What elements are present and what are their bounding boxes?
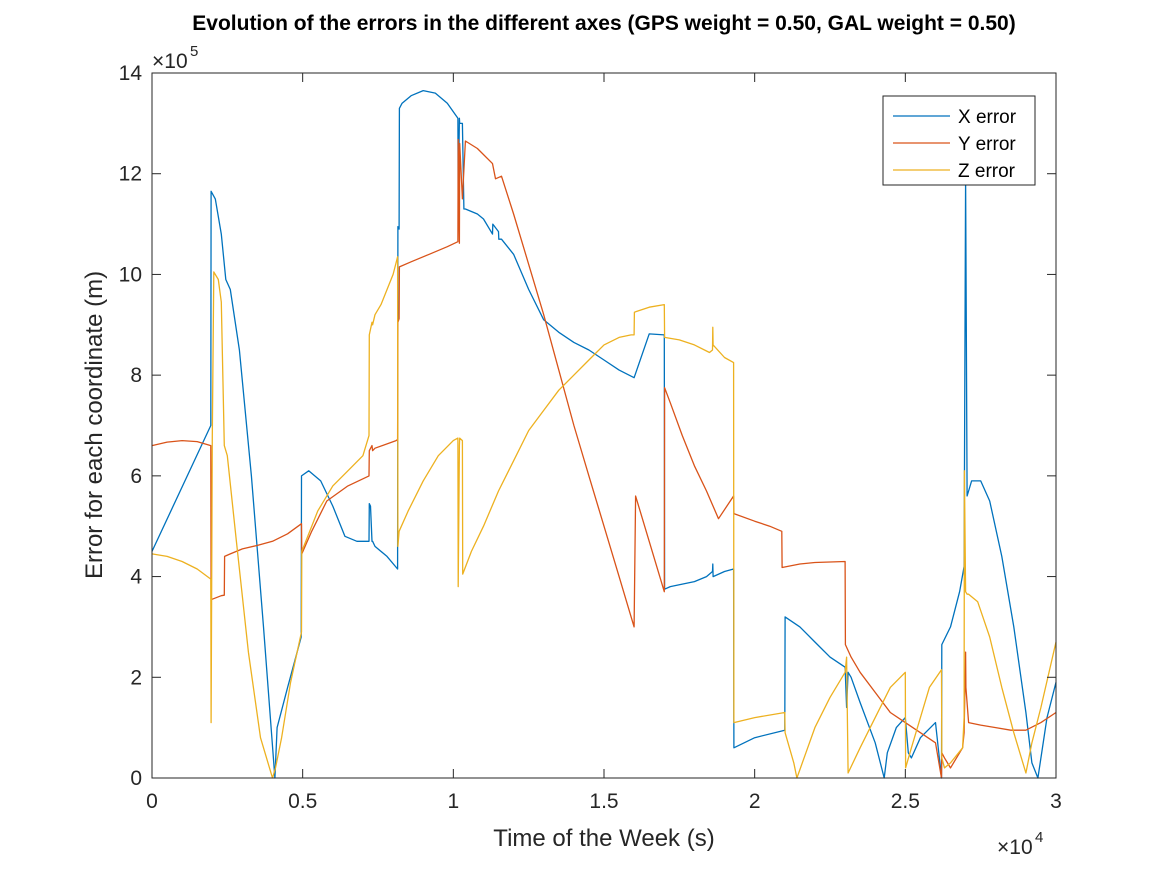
x-tick-label: 0	[146, 790, 158, 813]
series-line-x-error	[151, 89, 1057, 779]
series-line-z-error	[151, 256, 1057, 779]
legend-label: Y error	[958, 134, 1016, 155]
series-layer	[151, 89, 1057, 779]
x-tick-label: 1	[447, 790, 459, 813]
x-multiplier-base: ×10	[997, 836, 1033, 859]
y-tick-label: 2	[130, 666, 142, 689]
chart-title: Evolution of the errors in the different…	[192, 12, 1015, 35]
y-tick-label: 4	[130, 566, 142, 589]
x-axis-ticks: 0 0.5 1 1.5 2 2.5 3	[146, 73, 1062, 813]
x-tick-label: 1.5	[589, 790, 618, 813]
y-axis-label: Error for each coordinate (m)	[81, 271, 108, 579]
y-tick-label: 0	[130, 767, 142, 790]
y-axis-multiplier: ×10 5	[152, 43, 198, 73]
x-multiplier-exponent: 4	[1035, 829, 1043, 846]
x-tick-label: 0.5	[288, 790, 317, 813]
y-tick-label: 8	[130, 364, 142, 387]
y-tick-label: 12	[119, 163, 142, 186]
x-tick-label: 3	[1050, 790, 1062, 813]
y-tick-label: 6	[130, 465, 142, 488]
y-tick-label: 10	[119, 263, 142, 286]
x-tick-label: 2	[749, 790, 761, 813]
y-tick-label: 14	[119, 62, 143, 85]
y-multiplier-base: ×10	[152, 50, 188, 73]
x-axis-multiplier: ×10 4	[997, 829, 1043, 859]
plot-area: 0 0.5 1 1.5 2 2.5 3 0 2 4 6 8 10 12 14	[119, 62, 1062, 813]
legend-label: Z error	[958, 161, 1016, 182]
legend-label: X error	[958, 107, 1017, 128]
series-line-y-error	[151, 138, 1057, 779]
legend: X error Y error Z error	[882, 95, 1036, 186]
y-axis-ticks: 0 2 4 6 8 10 12 14	[119, 62, 1056, 790]
x-axis-label: Time of the Week (s)	[493, 825, 714, 852]
y-multiplier-exponent: 5	[190, 43, 198, 60]
x-tick-label: 2.5	[891, 790, 920, 813]
plot-background	[152, 73, 1056, 778]
